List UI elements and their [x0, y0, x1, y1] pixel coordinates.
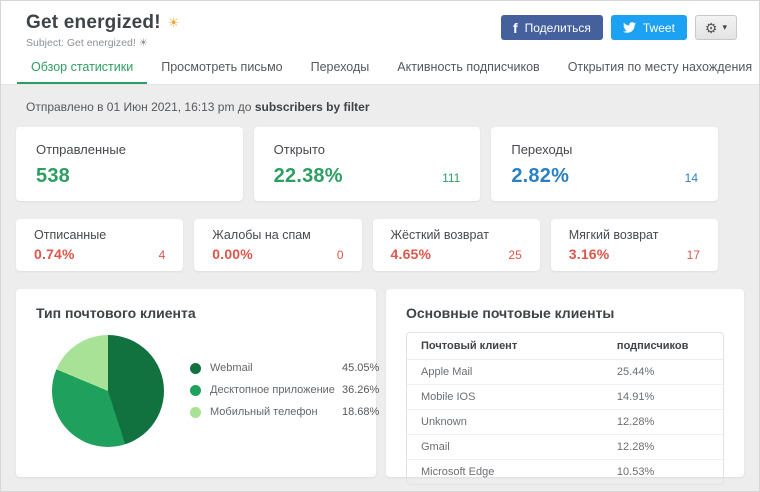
client-type-title: Тип почтового клиента [36, 305, 356, 321]
pie-chart [52, 335, 164, 447]
sent-info: Отправлено в 01 Июн 2021, 16:13 pm до su… [26, 100, 759, 114]
page-header: Get energized! ☀ Subject: Get energized!… [1, 1, 759, 51]
stat-value: 2.82% [511, 165, 569, 188]
tab-clicks[interactable]: Переходы [297, 51, 384, 84]
table-row: Apple Mail 25.44% [407, 360, 723, 385]
tab-view-email[interactable]: Просмотреть письмо [147, 51, 296, 84]
facebook-share-label: Поделиться [525, 21, 591, 35]
stat-value: 0.00% [212, 246, 253, 262]
stat-label: Открыто [274, 142, 461, 157]
top-clients-table: Почтовый клиент подписчиков Apple Mail 2… [406, 332, 724, 485]
sun-icon: ☀ [168, 15, 180, 31]
gear-icon: ⚙ [705, 21, 718, 35]
page-title: Get energized! [26, 12, 161, 34]
sent-info-recipient: subscribers by filter [255, 100, 370, 114]
table-row: Unknown 12.28% [407, 410, 723, 435]
sent-info-text: Отправлено в 01 Июн 2021, 16:13 pm до [26, 100, 251, 114]
stat-value: 538 [36, 165, 70, 188]
subject-line: Subject: Get energized! ☀ [26, 37, 179, 49]
secondary-stats-row: Отписанные 0.74% 4 Жалобы на спам 0.00% … [16, 219, 718, 271]
tab-opens-by-location[interactable]: Открытия по месту нахождения [554, 51, 760, 84]
stat-value: 0.74% [34, 246, 75, 262]
statistics-page: Get energized! ☀ Subject: Get energized!… [0, 0, 760, 492]
twitter-icon [623, 21, 636, 34]
settings-button[interactable]: ⚙ ▾ [695, 15, 737, 40]
legend-item: Webmail 45.05% [190, 357, 379, 379]
tab-subscriber-activity[interactable]: Активность подписчиков [383, 51, 553, 84]
legend-item: Десктопное приложение 36.26% [190, 379, 379, 401]
primary-stats-row: Отправленные 538 Открыто 22.38% 111 Пере… [16, 127, 718, 201]
stat-card-hard-bounce: Жёсткий возврат 4.65% 25 [373, 219, 540, 271]
legend-item: Мобильный телефон 18.68% [190, 401, 379, 423]
stat-count: 0 [337, 248, 344, 262]
legend-dot [190, 407, 201, 418]
stat-value: 22.38% [274, 165, 343, 188]
legend-dot [190, 385, 201, 396]
stat-card-spam-complaints: Жалобы на спам 0.00% 0 [194, 219, 361, 271]
stat-value: 3.16% [569, 246, 610, 262]
stat-card-sent: Отправленные 538 [16, 127, 243, 201]
share-buttons: f Поделиться Tweet ⚙ ▾ [501, 15, 737, 40]
stat-count: 111 [442, 171, 460, 185]
stat-count: 4 [159, 248, 166, 262]
pie-legend: Webmail 45.05% Десктопное приложение 36.… [190, 357, 379, 447]
stat-label: Мягкий возврат [569, 228, 700, 242]
top-clients-panel: Основные почтовые клиенты Почтовый клиен… [386, 289, 744, 477]
stat-label: Жалобы на спам [212, 228, 343, 242]
stat-card-opened: Открыто 22.38% 111 [254, 127, 481, 201]
tab-bar: Обзор статистики Просмотреть письмо Пере… [1, 51, 759, 85]
client-type-panel: Тип почтового клиента Webmail 45.05% Дес… [16, 289, 376, 477]
column-header-subscribers: подписчиков [603, 333, 723, 360]
table-row: Microsoft Edge 10.53% [407, 460, 723, 484]
stat-label: Жёсткий возврат [391, 228, 522, 242]
chevron-down-icon: ▾ [722, 22, 727, 33]
column-header-client: Почтовый клиент [407, 333, 603, 360]
table-row: Mobile IOS 14.91% [407, 385, 723, 410]
tweet-button[interactable]: Tweet [611, 15, 687, 40]
facebook-share-button[interactable]: f Поделиться [501, 15, 603, 40]
stat-card-clicks: Переходы 2.82% 14 [491, 127, 718, 201]
top-clients-title: Основные почтовые клиенты [406, 305, 724, 321]
table-row: Gmail 12.28% [407, 435, 723, 460]
stat-card-unsubscribed: Отписанные 0.74% 4 [16, 219, 183, 271]
stat-card-soft-bounce: Мягкий возврат 3.16% 17 [551, 219, 718, 271]
stat-label: Отписанные [34, 228, 165, 242]
facebook-icon: f [513, 20, 518, 36]
stat-count: 25 [508, 248, 521, 262]
table-header-row: Почтовый клиент подписчиков [407, 333, 723, 360]
stat-count: 17 [687, 248, 700, 262]
stat-value: 4.65% [391, 246, 432, 262]
bottom-panels-row: Тип почтового клиента Webmail 45.05% Дес… [16, 289, 744, 477]
tweet-label: Tweet [643, 21, 675, 35]
legend-dot [190, 363, 201, 374]
stat-label: Переходы [511, 142, 698, 157]
tab-statistics-overview[interactable]: Обзор статистики [17, 51, 147, 84]
stat-count: 14 [685, 171, 698, 185]
stat-label: Отправленные [36, 142, 223, 157]
campaign-title-block: Get energized! ☀ Subject: Get energized!… [26, 12, 179, 49]
